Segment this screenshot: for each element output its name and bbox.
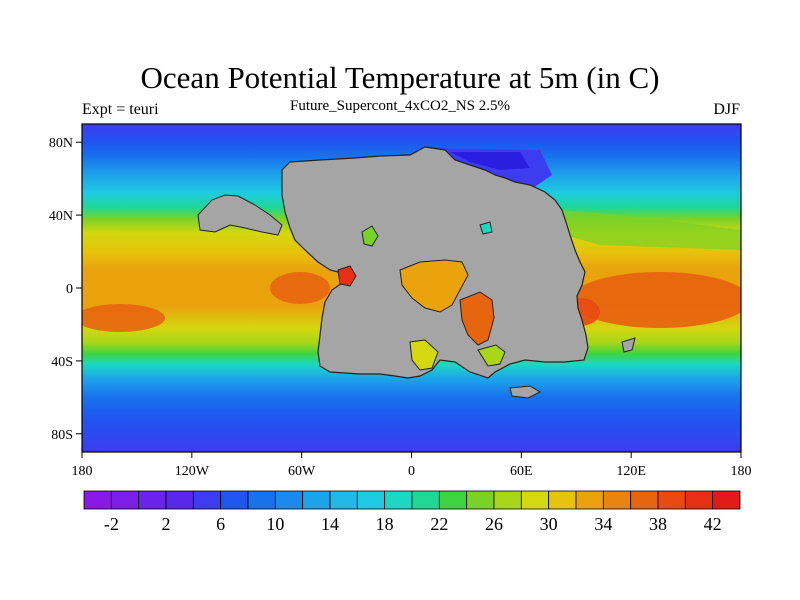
lat-tick-label: 40N <box>49 209 73 224</box>
colorbar-label: 22 <box>430 514 448 534</box>
eastern-island <box>621 337 636 353</box>
colorbar-label: 42 <box>704 514 722 534</box>
inner-sea-gulf <box>459 291 495 346</box>
colorbar-label: 30 <box>540 514 558 534</box>
colorbar-swatch <box>712 490 741 510</box>
colorbar-label: 2 <box>162 514 171 534</box>
colorbar-swatch <box>520 490 550 510</box>
colorbar-swatch <box>466 490 495 510</box>
colorbar-swatch <box>684 490 714 510</box>
lat-tick-label: 40S <box>51 355 73 370</box>
colorbar-label: 34 <box>594 514 612 534</box>
colorbar-swatch <box>302 490 331 510</box>
western-peninsula <box>197 194 283 236</box>
warm-pool-indo <box>570 272 741 328</box>
lon-tick-label: 120E <box>616 464 646 479</box>
experiment-subtitle: Future_Supercont_4xCO2_NS 2.5% <box>290 98 510 114</box>
lon-tick-label: 60E <box>510 464 533 479</box>
lon-tick-label: 180 <box>731 464 752 479</box>
colorbar-swatch <box>165 490 194 510</box>
season-label: DJF <box>713 101 740 118</box>
colorbar-swatch <box>602 490 632 510</box>
colorbar-label: 26 <box>485 514 503 534</box>
colorbar-swatch <box>247 490 276 510</box>
colorbar-swatch <box>274 490 304 510</box>
lon-tick-label: 120W <box>175 464 210 479</box>
colorbar-swatch <box>83 490 112 510</box>
warm-lagoon <box>337 265 357 287</box>
longitude-axis: 180 120W 60W 0 60E 120E 180 <box>72 452 752 479</box>
lat-tick-label: 0 <box>66 282 73 297</box>
colorbar-swatch <box>356 490 386 510</box>
north-gyre-band <box>560 210 741 250</box>
warm-pool-west <box>82 304 165 332</box>
experiment-label: Expt = teuri <box>82 101 159 118</box>
colorbar-swatch <box>220 490 249 510</box>
colorbar-swatch <box>110 490 140 510</box>
lat-tick-label: 80N <box>49 136 73 151</box>
colorbar-swatch <box>493 490 522 510</box>
latitude-axis: 80N 40N 0 40S 80S <box>49 136 82 443</box>
colorbar-swatch <box>192 490 222 510</box>
colorbar-swatch <box>411 490 440 510</box>
southern-island <box>509 385 542 399</box>
colorbar-swatch <box>630 490 659 510</box>
colorbar-swatch <box>548 490 577 510</box>
colorbar-swatch <box>138 490 167 510</box>
inner-sea-south <box>409 339 439 371</box>
inner-sea-southeast <box>477 344 506 367</box>
arctic-colder-sea <box>450 152 530 170</box>
colorbar-swatch <box>657 490 686 510</box>
colorbar-swatch <box>384 490 413 510</box>
colorbar-label: 14 <box>321 514 339 534</box>
colorbar-label: -2 <box>104 514 119 534</box>
interior-lake-north <box>479 221 493 235</box>
colorbar-swatch <box>329 490 358 510</box>
warm-pool-east-pacific <box>270 272 330 304</box>
plot-title: Ocean Potential Temperature at 5m (in C) <box>140 60 660 95</box>
lon-tick-label: 0 <box>408 464 415 479</box>
colorbar: -2 2 6 10 14 18 22 26 30 34 38 42 <box>83 490 741 534</box>
lon-tick-label: 60W <box>288 464 316 479</box>
inner-sea-central <box>399 259 469 313</box>
map-field <box>82 124 741 452</box>
colorbar-swatch <box>575 490 604 510</box>
colorbar-label: 10 <box>266 514 284 534</box>
colorbar-label: 38 <box>649 514 667 534</box>
interior-lake-west <box>361 225 379 247</box>
lat-tick-label: 80S <box>51 428 73 443</box>
lon-tick-label: 180 <box>72 464 93 479</box>
colorbar-label: 6 <box>216 514 225 534</box>
colorbar-swatch <box>438 490 468 510</box>
colorbar-label: 18 <box>376 514 394 534</box>
